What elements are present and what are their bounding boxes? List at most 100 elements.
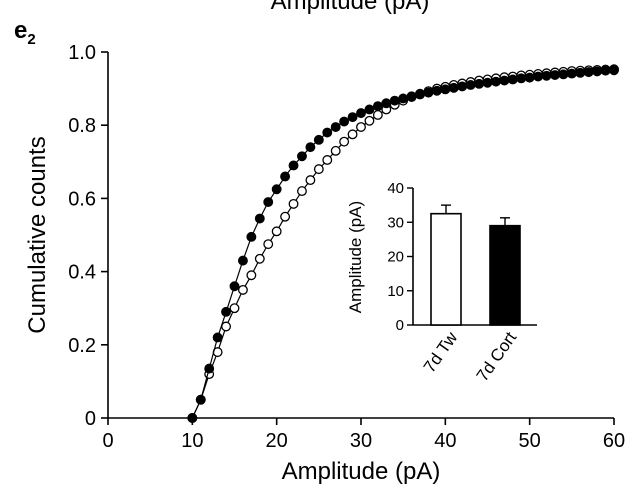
data-point [271, 226, 282, 237]
inset-y-tick-label: 40 [387, 180, 404, 197]
data-point [482, 77, 493, 88]
main-axes: 0 10 20 30 40 50 60 0 0.2 0.4 0.6 0.8 1.0 Amplitude … [24, 42, 625, 485]
data-point [356, 122, 366, 132]
main-x-axis-label: Amplitude (pA) [282, 458, 441, 485]
data-point [297, 151, 307, 162]
data-point [524, 72, 535, 83]
data-point [372, 101, 383, 112]
data-point [330, 122, 341, 132]
inset-category-label: 7d Tw [420, 328, 462, 376]
data-point [372, 110, 383, 120]
data-point [246, 270, 257, 281]
data-point [313, 134, 324, 145]
data-point [415, 89, 425, 100]
data-point [288, 198, 299, 209]
inset-bar [430, 212, 462, 326]
data-point [280, 171, 291, 182]
data-point [474, 78, 485, 89]
x-tick-label: 50 [519, 430, 541, 452]
data-point [364, 104, 375, 115]
data-point [204, 363, 215, 374]
data-point [212, 332, 223, 343]
data-point [398, 93, 409, 104]
data-point [305, 142, 316, 153]
data-point [313, 164, 324, 175]
top-title-fragment: Amplitude (pA) [271, 0, 430, 15]
series-open [187, 64, 619, 423]
data-point [221, 321, 232, 332]
data-point [187, 413, 198, 423]
data-point [229, 303, 240, 314]
inset-y-tick-label: 10 [387, 283, 404, 300]
data-point [347, 112, 358, 123]
data-point [246, 231, 257, 242]
data-point [229, 281, 240, 292]
x-tick-label: 20 [266, 430, 288, 452]
data-point [457, 81, 468, 92]
data-point [533, 71, 544, 82]
y-tick-label: 0.8 [68, 115, 96, 137]
data-point [448, 82, 459, 93]
series-line [191, 69, 615, 419]
series-filled [187, 65, 619, 423]
inset-ticks: 0 10 20 30 40 [387, 180, 413, 334]
main-ticks: 0 10 20 30 40 50 60 0 0.2 0.4 0.6 0.8 1.0 [68, 42, 625, 452]
data-point [592, 66, 603, 77]
data-point [431, 85, 442, 96]
data-point [254, 253, 265, 264]
data-point [507, 74, 518, 85]
data-point [600, 65, 611, 76]
data-point [263, 197, 274, 208]
y-tick-label: 1.0 [68, 42, 96, 64]
series-line [191, 68, 615, 419]
data-point [237, 284, 248, 295]
data-point [195, 394, 206, 405]
data-point [566, 68, 577, 79]
data-point [322, 127, 333, 138]
data-point [550, 70, 560, 81]
data-point [330, 145, 341, 156]
series-layer [187, 64, 619, 423]
inset-bar [489, 224, 521, 326]
panel-label: e2 [14, 17, 36, 48]
data-point [389, 95, 400, 106]
data-point [465, 79, 476, 90]
data-point [558, 69, 569, 80]
data-point [364, 115, 375, 126]
data-point [288, 160, 299, 171]
data-point [322, 155, 333, 165]
x-tick-label: 60 [603, 430, 625, 452]
y-tick-label: 0.2 [68, 335, 96, 357]
data-point [297, 186, 307, 197]
x-tick-label: 40 [434, 430, 456, 452]
x-tick-label: 30 [350, 430, 372, 452]
data-point [221, 306, 232, 317]
data-point [263, 239, 274, 250]
inset-category-label: 7d Cort [473, 328, 521, 385]
data-point [280, 211, 291, 222]
y-tick-label: 0.6 [68, 188, 96, 210]
inset-bars: 7d Tw 7d Cort [420, 204, 521, 385]
data-point [575, 67, 586, 78]
data-point [237, 255, 248, 266]
data-point [305, 175, 316, 186]
x-tick-label: 0 [102, 430, 113, 452]
data-point [490, 76, 501, 87]
inset-y-tick-label: 20 [387, 249, 404, 266]
data-point [339, 116, 350, 127]
data-point [583, 67, 594, 78]
x-tick-label: 10 [181, 430, 203, 452]
data-point [499, 75, 510, 86]
data-point [254, 213, 265, 224]
y-tick-label: 0 [85, 408, 96, 430]
data-point [406, 91, 417, 102]
inset-y-tick-label: 30 [387, 214, 404, 231]
panel-label-subscript: 2 [27, 31, 35, 48]
data-point [423, 87, 434, 98]
data-point [381, 98, 392, 109]
data-point [356, 108, 366, 119]
data-point [609, 65, 619, 76]
inset-bar-chart: 0 10 20 30 40 7d Tw 7d Cort Amplitude (pA) [346, 180, 537, 385]
data-point [440, 84, 451, 95]
